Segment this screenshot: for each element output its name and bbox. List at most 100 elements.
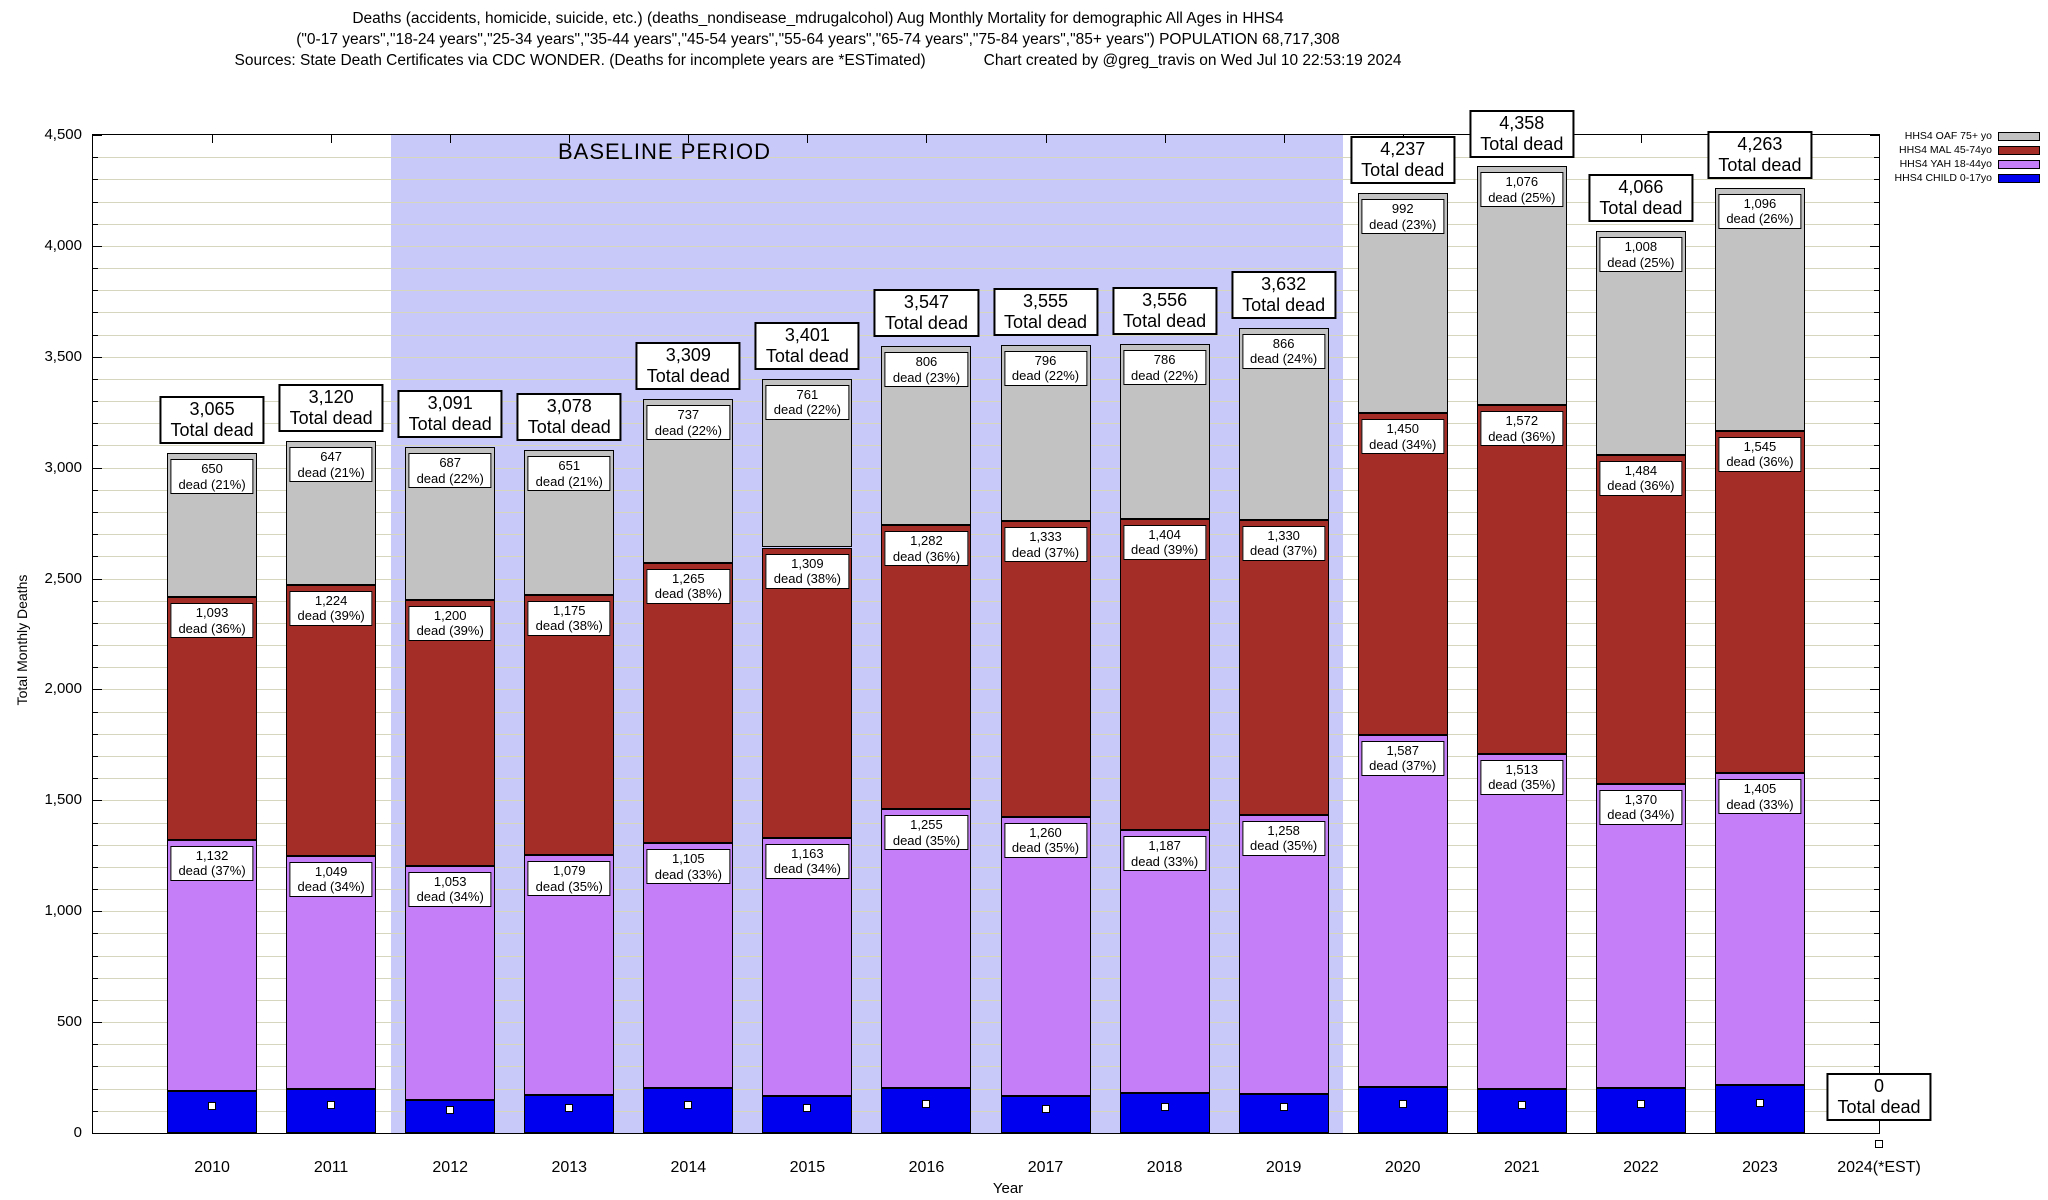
segment-value-label: 1,175 dead (38%)	[527, 600, 611, 636]
y-tick-left	[93, 423, 98, 425]
x-tick-label: 2016	[908, 1159, 945, 1176]
y-gridline	[93, 512, 1879, 514]
y-tick-left	[93, 1133, 102, 1134]
y-tick-right	[1870, 356, 1879, 358]
y-gridline	[93, 1022, 1879, 1024]
y-gridline	[93, 201, 1879, 203]
y-tick-left	[93, 223, 98, 225]
y-tick-left	[93, 778, 98, 780]
y-tick-left	[93, 556, 98, 558]
segment-value-label: 647 dead (21%)	[289, 447, 373, 483]
y-tick-label: 3,000	[44, 458, 82, 476]
y-tick-right	[1874, 179, 1879, 181]
y-tick-left	[93, 600, 98, 602]
bar-2012-segment-0	[405, 1099, 496, 1133]
y-gridline	[93, 645, 1879, 647]
y-gridline	[93, 157, 1879, 159]
bar-2022-segment-2	[1595, 454, 1686, 784]
y-gridline	[93, 911, 1879, 913]
y-tick-right	[1874, 290, 1879, 292]
bar-2020-segment-1	[1357, 734, 1448, 1087]
y-tick-left	[93, 645, 98, 647]
segment-value-label: 1,132 dead (37%)	[170, 845, 254, 881]
y-tick-left	[93, 689, 102, 691]
child-segment-marker	[1398, 1099, 1407, 1108]
legend-row: HHS4 YAH 18-44yo	[1895, 158, 2040, 171]
y-tick-right	[1874, 645, 1879, 647]
segment-value-label: 1,049 dead (34%)	[289, 861, 373, 897]
y-tick-right	[1874, 733, 1879, 735]
x-tick-top	[926, 135, 928, 143]
y-tick-label: 1,500	[44, 791, 82, 809]
child-segment-marker	[1517, 1101, 1526, 1110]
y-tick-right	[1874, 401, 1879, 403]
child-segment-marker	[1041, 1104, 1050, 1113]
y-gridline	[93, 290, 1879, 292]
bar-2020-segment-0	[1357, 1086, 1448, 1133]
y-gridline	[93, 378, 1879, 380]
x-tick-top	[1045, 135, 1047, 143]
y-tick-left	[93, 290, 98, 292]
y-gridline	[93, 844, 1879, 846]
y-gridline	[93, 556, 1879, 558]
y-tick-right	[1874, 556, 1879, 558]
y-tick-left	[93, 733, 98, 735]
x-tick-label: 2017	[1027, 1159, 1064, 1176]
segment-value-label: 737 dead (22%)	[646, 405, 730, 441]
bar-2017-segment-0	[1000, 1096, 1091, 1133]
y-tick-right	[1874, 312, 1879, 314]
y-tick-left	[93, 933, 98, 935]
y-tick-label: 500	[56, 1013, 82, 1031]
x-tick-top	[212, 135, 214, 143]
segment-value-label: 1,587 dead (37%)	[1361, 740, 1445, 776]
y-gridline	[93, 999, 1879, 1001]
total-dead-label: 3,556 Total dead	[1112, 287, 1218, 336]
y-gridline	[93, 534, 1879, 536]
y-tick-right	[1874, 1044, 1879, 1046]
bar-2011-segment-2	[286, 584, 377, 856]
chart-credit-text: Chart created by @greg_travis on Wed Jul…	[983, 52, 1402, 69]
y-tick-left	[93, 889, 98, 891]
y-tick-right	[1874, 268, 1879, 270]
segment-value-label: 1,096 dead (26%)	[1718, 193, 1802, 229]
bar-2013-segment-2	[524, 594, 615, 856]
y-tick-right	[1874, 866, 1879, 868]
child-segment-marker	[922, 1100, 931, 1109]
x-tick-label: 2018	[1146, 1159, 1183, 1176]
x-tick-label: 2015	[789, 1159, 826, 1176]
legend-label: HHS4 YAH 18-44yo	[1899, 158, 1992, 170]
y-tick-label: 0	[73, 1124, 82, 1141]
segment-value-label: 1,333 dead (37%)	[1003, 527, 1088, 563]
x-axis-title: Year	[992, 1180, 1024, 1197]
segment-value-label: 1,265 dead (38%)	[646, 568, 730, 604]
segment-value-label: 796 dead (22%)	[1003, 350, 1088, 386]
y-tick-left	[93, 401, 98, 403]
child-segment-marker	[446, 1106, 455, 1115]
y-tick-right	[1874, 600, 1879, 602]
segment-value-label: 866 dead (24%)	[1242, 333, 1326, 369]
total-dead-label: 3,555 Total dead	[992, 287, 1099, 336]
y-tick-left	[93, 489, 98, 491]
y-tick-label: 1,000	[44, 902, 82, 920]
total-dead-label: 3,065 Total dead	[159, 396, 265, 445]
bar-2016-segment-0	[881, 1087, 972, 1133]
y-tick-left	[93, 1044, 98, 1046]
x-tick-top	[450, 135, 452, 143]
total-dead-label: 4,263 Total dead	[1707, 130, 1813, 179]
y-tick-right	[1874, 334, 1879, 336]
total-dead-label: 4,237 Total dead	[1350, 136, 1456, 185]
y-tick-right	[1870, 689, 1879, 691]
y-tick-left	[93, 268, 98, 270]
y-gridline	[93, 1044, 1879, 1046]
bar-2018-segment-0	[1119, 1093, 1210, 1133]
y-gridline	[93, 245, 1879, 247]
bar-2014-segment-0	[643, 1088, 734, 1133]
y-gridline	[93, 866, 1879, 868]
segment-value-label: 1,282 dead (36%)	[884, 531, 969, 567]
legend-row: HHS4 CHILD 0-17yo	[1895, 172, 2040, 185]
bar-2019-segment-2	[1238, 519, 1329, 815]
bar-2021-segment-1	[1476, 753, 1567, 1090]
bar-2022-segment-0	[1595, 1087, 1686, 1133]
y-tick-right	[1874, 778, 1879, 780]
